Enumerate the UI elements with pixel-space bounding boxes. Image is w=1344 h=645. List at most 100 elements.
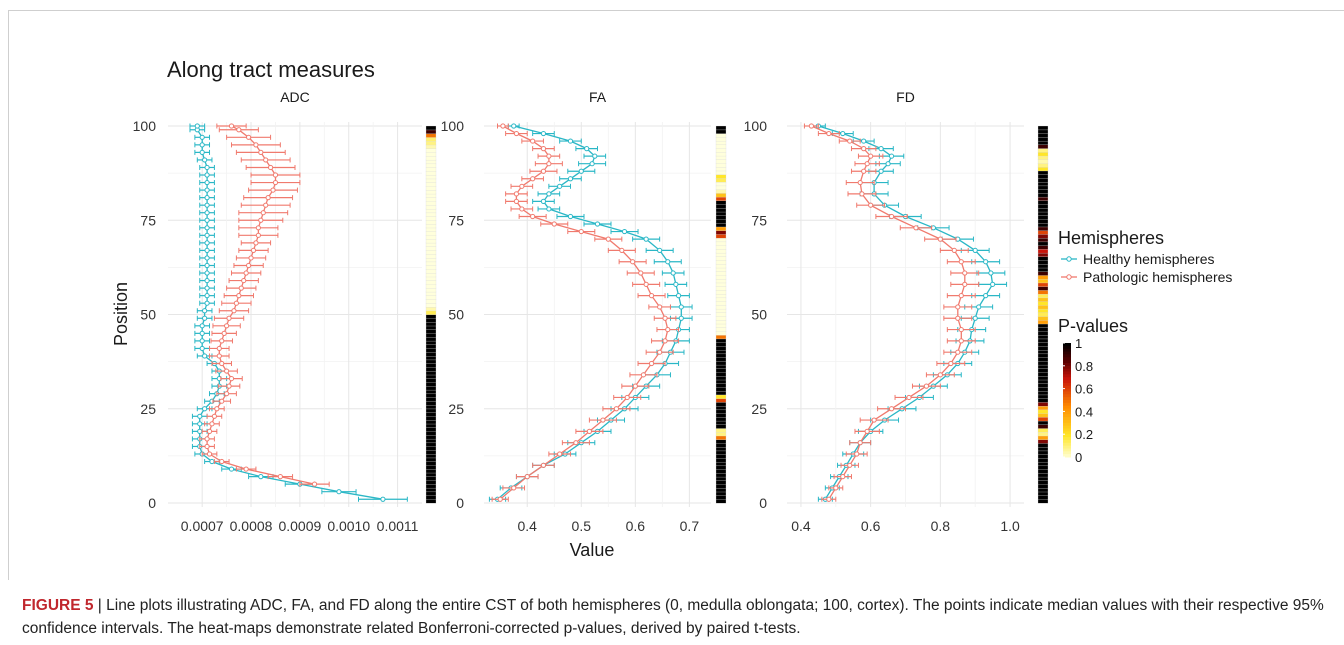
data-point	[540, 168, 547, 174]
heatmap-cell	[1037, 256, 1049, 261]
heatmap-cell	[425, 133, 437, 138]
data-point	[540, 198, 547, 204]
heatmap-cell	[425, 408, 437, 413]
data-point	[621, 228, 628, 235]
data-point	[513, 130, 520, 137]
data-point	[600, 417, 606, 423]
data-point	[594, 221, 601, 227]
heatmap-cell	[715, 398, 727, 403]
y-tick-label: 100	[133, 118, 157, 134]
series-pathologic-hemispheres	[199, 123, 330, 487]
heatmap-cell	[715, 458, 727, 463]
data-point	[546, 153, 552, 159]
heatmap-cell	[1037, 383, 1049, 388]
data-point	[248, 255, 254, 261]
data-point	[557, 451, 563, 457]
data-point	[263, 157, 269, 163]
series-line	[206, 125, 315, 485]
heatmap-cell	[1037, 413, 1049, 418]
heatmap-cell	[715, 435, 727, 440]
colorbar-tick-label: 0.6	[1075, 382, 1093, 397]
heatmap-cell	[1037, 387, 1049, 392]
heatmap-cell	[425, 457, 437, 462]
data-point	[236, 127, 242, 133]
data-point	[199, 323, 205, 329]
panel-adc: ADC 0 25 50 75 100 0.0007 0.0008 0.0009 0.0010 0.0…	[133, 89, 437, 534]
heatmap-cell	[715, 234, 727, 239]
data-point	[983, 259, 989, 265]
heatmap-cell	[425, 231, 437, 236]
heatmap-cell	[425, 174, 437, 180]
data-point	[204, 293, 210, 299]
data-point	[584, 146, 590, 152]
heatmap-cell	[715, 249, 727, 254]
heatmap-cell	[425, 299, 437, 304]
heatmap-cell	[425, 389, 437, 395]
heatmap-cell	[715, 308, 727, 313]
heatmap-cell	[1037, 241, 1049, 246]
x-tick-label: 0.0007	[181, 518, 224, 534]
heatmap-cell	[425, 367, 437, 372]
data-point	[519, 206, 525, 212]
heatmap-cell	[715, 267, 727, 272]
heatmap-cell	[1037, 342, 1049, 347]
heatmap-cell	[715, 211, 727, 216]
heatmap-cell	[425, 306, 437, 312]
legend-key-point	[1066, 256, 1072, 262]
heatmap-cell	[715, 230, 727, 235]
heatmap-cell	[425, 446, 437, 451]
pvalue-heatmap-adc	[425, 125, 437, 504]
heatmap-cell	[425, 152, 437, 157]
data-point	[199, 134, 205, 140]
data-point	[197, 428, 203, 434]
chart-title: Along tract measures	[167, 57, 375, 82]
data-point	[857, 179, 863, 186]
heatmap-cell	[1037, 361, 1049, 366]
data-point	[878, 168, 884, 174]
colorbar-segment	[1063, 354, 1071, 358]
heatmap-cell	[425, 374, 437, 379]
heatmap-cell	[715, 387, 727, 392]
heatmap-cell	[1037, 159, 1049, 164]
heatmap-cell	[1037, 446, 1049, 452]
heatmap-cell	[1037, 305, 1049, 310]
y-tick-label: 100	[744, 118, 768, 134]
heatmap-cell	[425, 499, 437, 504]
heatmap-cell	[715, 219, 727, 224]
heatmap-cell	[1037, 181, 1049, 187]
y-tick-label: 0	[456, 495, 464, 511]
data-point	[871, 417, 877, 423]
heatmap-cell	[1037, 480, 1049, 485]
heatmap-cell	[715, 424, 727, 429]
data-point	[311, 481, 318, 487]
heatmap-cell	[1037, 409, 1049, 414]
heatmap-cell	[1037, 331, 1049, 336]
colorbar-segment	[1063, 362, 1071, 367]
heatmap-cell	[715, 252, 727, 257]
heatmap-cell	[425, 487, 437, 493]
data-point	[854, 451, 860, 457]
data-point	[972, 315, 978, 321]
heatmap-cell	[425, 333, 437, 338]
data-point	[253, 142, 259, 148]
colorbar-tick-label: 0.8	[1075, 359, 1093, 374]
heatmap-cell	[425, 340, 437, 346]
heatmap-cell	[715, 484, 727, 489]
data-point	[988, 270, 994, 276]
along-tract-chart: Along tract measures Position Value ADC 0…	[111, 57, 1232, 560]
heatmap-cell	[425, 325, 437, 330]
data-point	[204, 255, 210, 261]
heatmap-cell	[1037, 323, 1049, 328]
data-point	[955, 315, 961, 321]
data-point	[826, 496, 832, 502]
data-point	[241, 277, 247, 284]
data-point	[258, 217, 264, 223]
heatmap-cell	[1037, 439, 1049, 444]
heatmap-cell	[425, 450, 437, 455]
heatmap-cell	[425, 276, 437, 281]
data-point	[197, 413, 203, 419]
heatmap-cell	[715, 174, 727, 179]
heatmap-cell	[425, 318, 437, 323]
colorbar-segment	[1063, 411, 1071, 415]
